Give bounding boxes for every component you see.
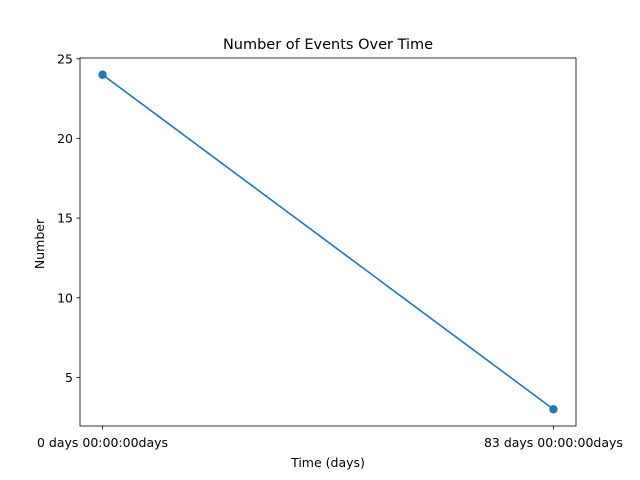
plot-area: 5 10 15 20 25 0 days 00:00:00days 83 days 00:0… [37, 51, 623, 450]
x-tick-label-0: 0 days 00:00:00days [37, 435, 168, 450]
y-tick-label-2: 15 [57, 211, 73, 226]
series-line-0 [102, 74, 554, 410]
y-tick-label-3: 20 [57, 131, 73, 146]
chart-title: Number of Events Over Time [223, 37, 433, 53]
data-point-0-0 [98, 70, 107, 79]
x-tick-label-1: 83 days 00:00:00days [484, 435, 623, 450]
plot-frame [79, 57, 577, 427]
y-tick-label-1: 10 [57, 290, 73, 305]
y-tick-label-4: 25 [57, 51, 73, 66]
y-tick-label-0: 5 [65, 370, 73, 385]
y-axis-label: Number [32, 218, 47, 269]
data-point-0-1 [549, 405, 558, 414]
x-axis-label: Time (days) [290, 455, 365, 470]
